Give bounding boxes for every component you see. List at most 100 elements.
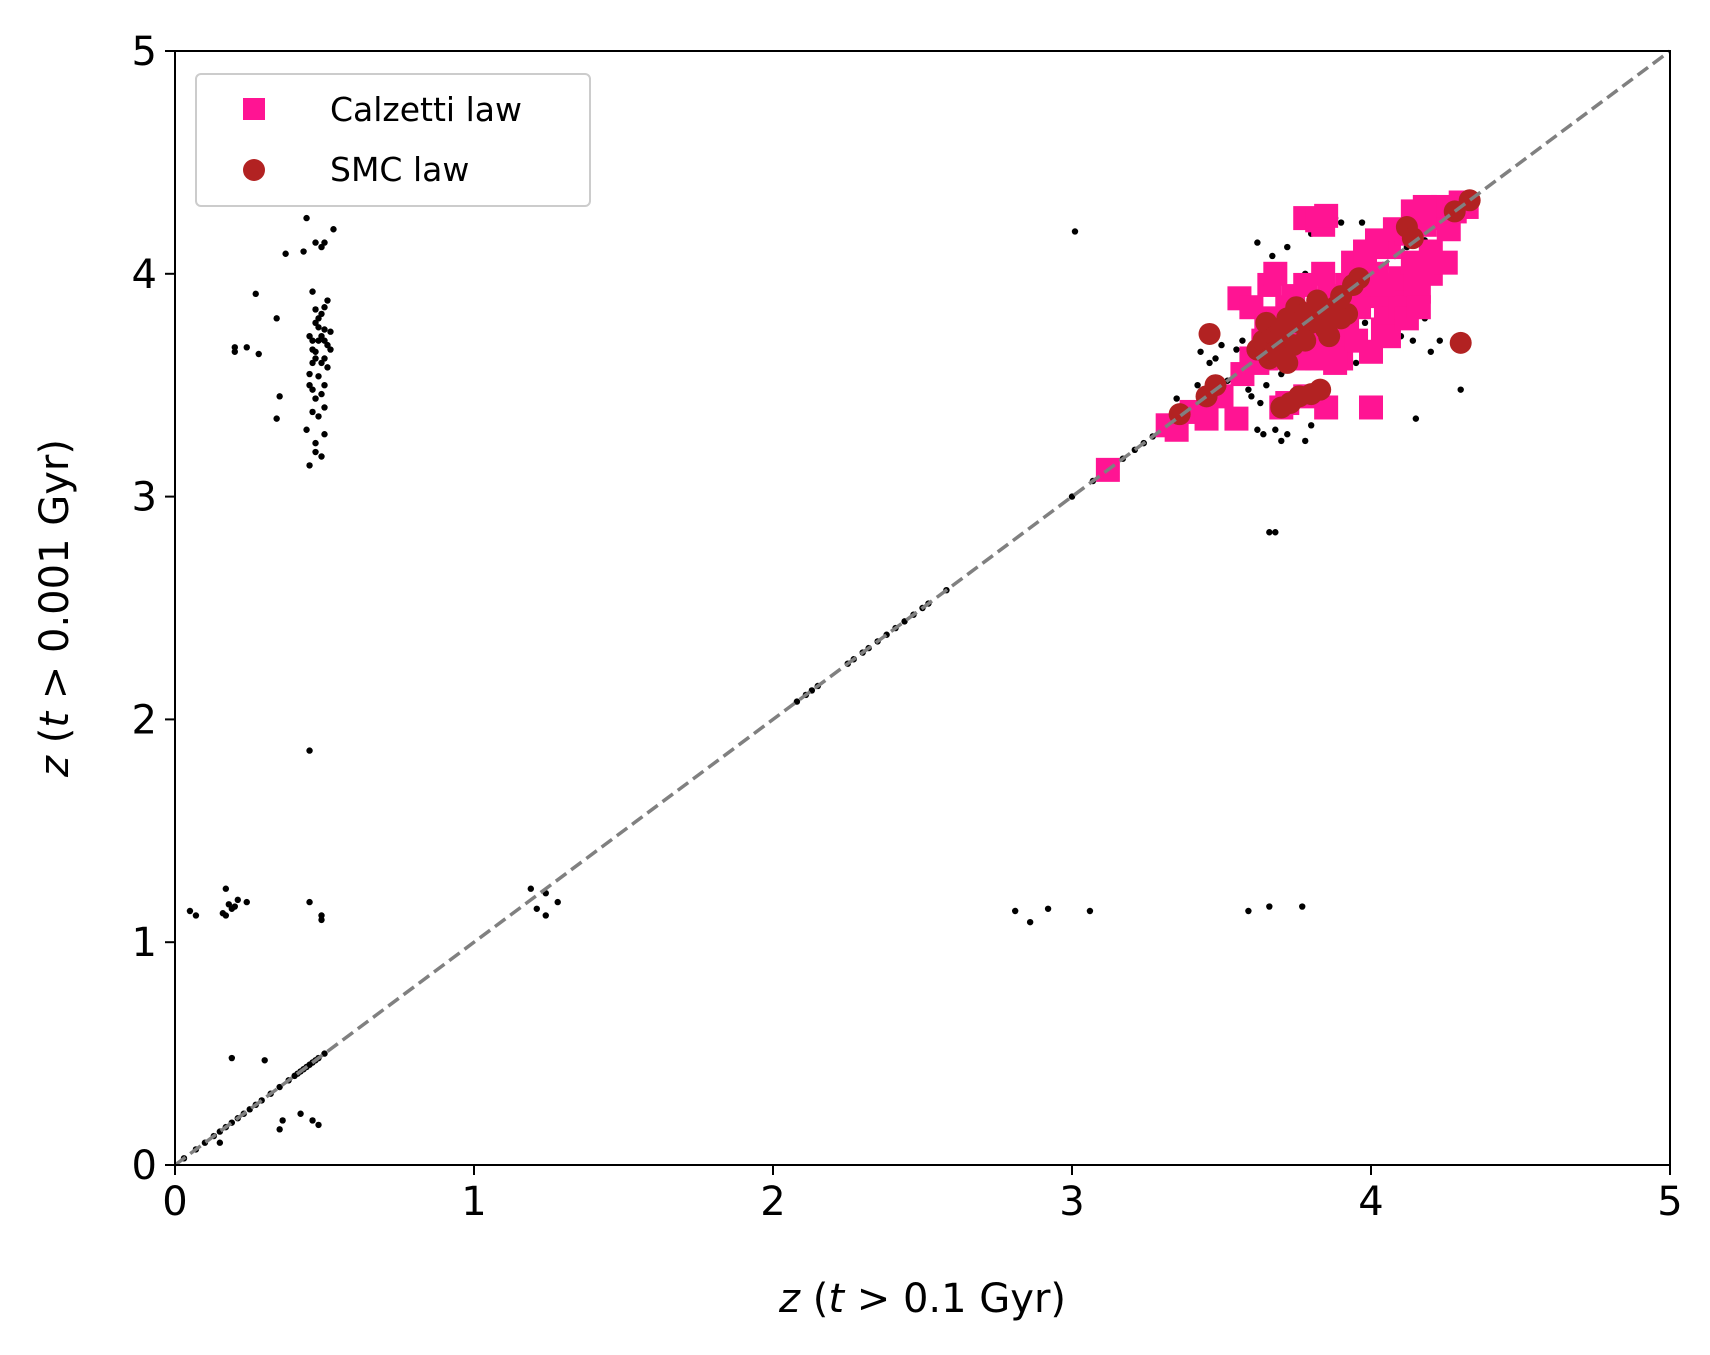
black-point [1302,437,1309,445]
black-point [793,698,801,705]
calzetti-point [1314,203,1339,228]
black-point [1427,348,1435,355]
y-tick-label: 5 [132,29,157,75]
black-point [1254,239,1261,246]
black-point [321,431,328,438]
black-point [321,1050,328,1057]
black-point [303,214,310,222]
black-point [312,439,319,447]
black-point [1212,355,1219,362]
black-point [276,393,283,400]
smc-point [1309,378,1332,401]
black-point [192,912,200,919]
legend-label-calzetti: Calzetti law [330,90,522,129]
smc-point [1315,318,1338,341]
black-point [1263,382,1270,389]
black-point [1206,359,1213,367]
black-point [297,1110,304,1117]
black-point [312,448,319,456]
black-point [318,243,325,251]
black-point [261,1057,268,1064]
x-tick-label: 2 [760,1179,785,1225]
calzetti-point [1406,295,1431,320]
black-point [1337,219,1345,226]
smc-point [1198,322,1221,345]
black-point [1011,907,1019,915]
black-point [318,912,325,919]
y-tick-label: 1 [132,920,157,966]
calzetti-point [1412,194,1437,219]
smc-point [1306,289,1329,312]
y-tick-label: 3 [132,475,157,521]
black-point [315,373,322,380]
black-point [321,304,328,311]
black-point [1071,228,1079,235]
black-point [222,912,230,919]
black-point [306,1061,313,1068]
calzetti-point [1433,250,1458,275]
black-point [327,346,334,353]
black-point [1299,903,1306,910]
black-point [1248,393,1255,400]
black-point [318,359,325,367]
black-point [276,1126,283,1133]
black-point [1361,319,1369,327]
x-tick-label: 0 [162,1179,187,1225]
black-point [255,350,262,358]
black-point [1278,437,1285,445]
black-point [1284,243,1291,251]
black-point [1358,219,1366,226]
legend-label-smc: SMC law [330,150,469,189]
calzetti-point [1370,272,1395,297]
black-point [1272,529,1279,536]
smc-point [1449,331,1472,354]
black-point [327,328,334,335]
y-tick-label: 2 [132,697,157,743]
black-point [222,885,230,892]
black-point [1412,415,1420,422]
black-point [324,297,331,304]
black-point [1352,359,1360,367]
black-point [231,348,238,355]
black-point [309,288,316,295]
legend: Calzetti law SMC law [195,73,591,207]
black-point [1239,337,1246,344]
series-2 [1168,189,1481,426]
black-point [1173,395,1180,402]
black-point [1233,346,1240,353]
reference-line [173,49,1672,1167]
black-point [1245,907,1252,915]
black-point [1308,422,1315,429]
black-point [228,1054,236,1062]
smc-point [1294,329,1317,352]
black-point [306,747,313,754]
black-point [186,907,194,915]
black-point [309,386,316,393]
black-point [1197,348,1204,355]
black-point [318,310,325,318]
legend-marker-smc [243,159,265,181]
black-point [1436,337,1443,344]
black-point [216,1139,224,1146]
black-point [231,903,238,910]
black-point [318,453,325,460]
black-point [273,415,280,422]
plot-area [173,49,1672,1167]
black-point [309,408,316,416]
y-axis-label: z (t > 0.001 Gyr) [32,439,78,778]
black-point [306,370,313,378]
x-tick-label: 5 [1657,1179,1682,1225]
black-point [1260,431,1267,438]
black-point [309,346,316,353]
black-point [321,326,328,333]
x-tick-label: 1 [461,1179,486,1225]
black-point [1409,337,1417,344]
black-point [282,250,289,257]
calzetti-point [1311,261,1336,286]
y-tick-label: 0 [132,1143,157,1189]
black-point [312,395,319,402]
x-axis-label: z (t > 0.1 Gyr) [778,1276,1066,1322]
black-point [321,337,328,344]
black-point [1257,399,1264,407]
